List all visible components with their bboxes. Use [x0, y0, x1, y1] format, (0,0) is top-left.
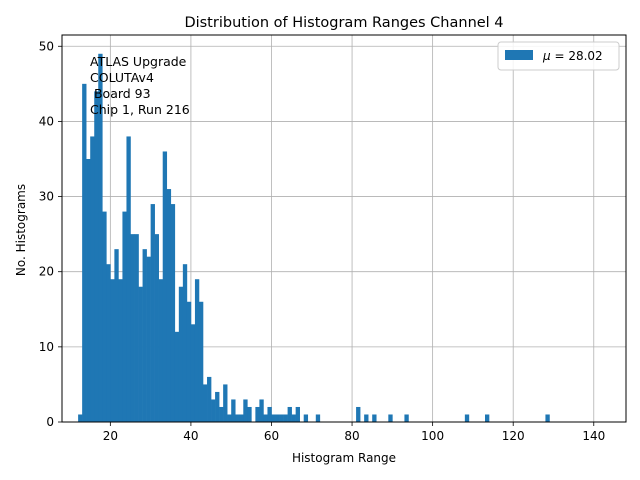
y-tick-label: 0: [46, 415, 54, 429]
histogram-bars: [78, 53, 550, 423]
histogram-bar: [194, 279, 200, 422]
histogram-bar: [82, 83, 87, 422]
histogram-bar: [404, 414, 409, 422]
histogram-bar: [223, 384, 228, 422]
histogram-bar: [162, 151, 168, 423]
annotation-line-2: COLUTAv4: [90, 70, 154, 85]
histogram-bar: [464, 414, 470, 422]
histogram-bar: [203, 384, 208, 422]
histogram-bar: [279, 414, 284, 422]
histogram-bar: [263, 414, 268, 422]
histogram-bar: [295, 406, 300, 422]
legend-box: [497, 41, 620, 71]
histogram-bar: [186, 301, 192, 422]
x-tick-label: 120: [502, 429, 525, 443]
histogram-bar: [170, 204, 176, 422]
histogram-bar: [98, 53, 103, 422]
histogram-bar: [190, 324, 196, 422]
legend-label: μ = 28.02: [542, 49, 603, 63]
y-tick-label: 30: [39, 190, 54, 204]
histogram-bar: [545, 414, 550, 422]
x-axis-label: Histogram Range: [292, 451, 396, 465]
histogram-bar: [485, 414, 490, 422]
histogram-bar: [287, 406, 292, 422]
y-axis-label: No. Histograms: [14, 184, 28, 276]
histogram-bar: [158, 279, 164, 422]
plot-frame: [61, 34, 627, 423]
histogram-bar: [364, 414, 369, 422]
axis-ticks: 20 40 60 80 100 120 140 0 10 20 30 40 50: [39, 39, 606, 443]
histogram-bar: [255, 406, 260, 422]
x-tick-label: 140: [582, 429, 605, 443]
histogram-bar: [90, 136, 95, 423]
histogram-bar: [78, 414, 83, 422]
histogram-bar: [146, 256, 151, 422]
histogram-bar: [110, 279, 115, 422]
histogram-bar: [118, 279, 123, 422]
histogram-bar: [102, 211, 107, 422]
histogram-bar: [138, 286, 143, 422]
histogram-bar: [166, 189, 172, 422]
histogram-bar: [239, 414, 244, 422]
histogram-bar: [122, 211, 127, 422]
x-tick-label: 80: [344, 429, 359, 443]
histogram-bar: [291, 414, 296, 422]
histogram-bar: [154, 234, 159, 422]
histogram-bar: [178, 286, 184, 422]
x-tick-label: 100: [421, 429, 444, 443]
histogram-bar: [267, 406, 272, 422]
chart-annotation: ATLAS Upgrade COLUTAv4 Board 93 Chip 1, …: [90, 54, 190, 117]
x-tick-label: 40: [183, 429, 198, 443]
annotation-line-1: ATLAS Upgrade: [90, 54, 187, 69]
legend-mu-symbol: μ: [542, 49, 551, 63]
histogram-bar: [275, 414, 280, 422]
y-tick-label: 10: [39, 340, 54, 354]
histogram-bar: [215, 391, 220, 422]
histogram-bar: [126, 136, 131, 423]
annotation-line-3: Board 93: [90, 86, 151, 101]
histogram-bar: [356, 406, 361, 422]
histogram-bar: [372, 414, 377, 422]
legend: μ = 28.02: [497, 41, 620, 71]
histogram-bar: [303, 414, 309, 422]
histogram-bar: [134, 234, 139, 422]
histogram-bar: [86, 158, 91, 422]
y-tick-label: 40: [39, 114, 54, 128]
histogram-bar: [182, 264, 188, 422]
histogram-bar: [227, 414, 232, 422]
histogram-bar: [94, 91, 99, 422]
histogram-bar: [243, 399, 248, 422]
legend-swatch: [505, 50, 533, 60]
histogram-bar: [283, 414, 288, 422]
histogram-bar: [231, 399, 236, 422]
annotation-line-4: Chip 1, Run 216: [90, 102, 190, 117]
histogram-bar: [130, 234, 135, 422]
x-tick-label: 60: [264, 429, 279, 443]
histogram-bar: [174, 331, 180, 422]
histogram-bar: [106, 264, 111, 422]
histogram-bar: [259, 399, 264, 422]
histogram-bar: [207, 376, 212, 422]
histogram-bar: [114, 249, 119, 422]
histogram-bar: [271, 414, 276, 422]
histogram-bar: [211, 399, 216, 422]
histogram-bar: [219, 406, 224, 422]
histogram-bar: [247, 406, 252, 422]
histogram-bar: [388, 414, 393, 422]
y-tick-label: 20: [39, 265, 54, 279]
histogram-bar: [198, 301, 204, 422]
y-tick-label: 50: [39, 39, 54, 53]
histogram-bar: [315, 414, 321, 422]
histogram-bar: [142, 249, 147, 422]
legend-mu-value: = 28.02: [551, 49, 603, 63]
chart-title: Distribution of Histogram Ranges Channel…: [184, 15, 503, 31]
histogram-bar: [235, 414, 240, 422]
histogram-bar: [150, 204, 155, 422]
x-tick-label: 20: [103, 429, 118, 443]
